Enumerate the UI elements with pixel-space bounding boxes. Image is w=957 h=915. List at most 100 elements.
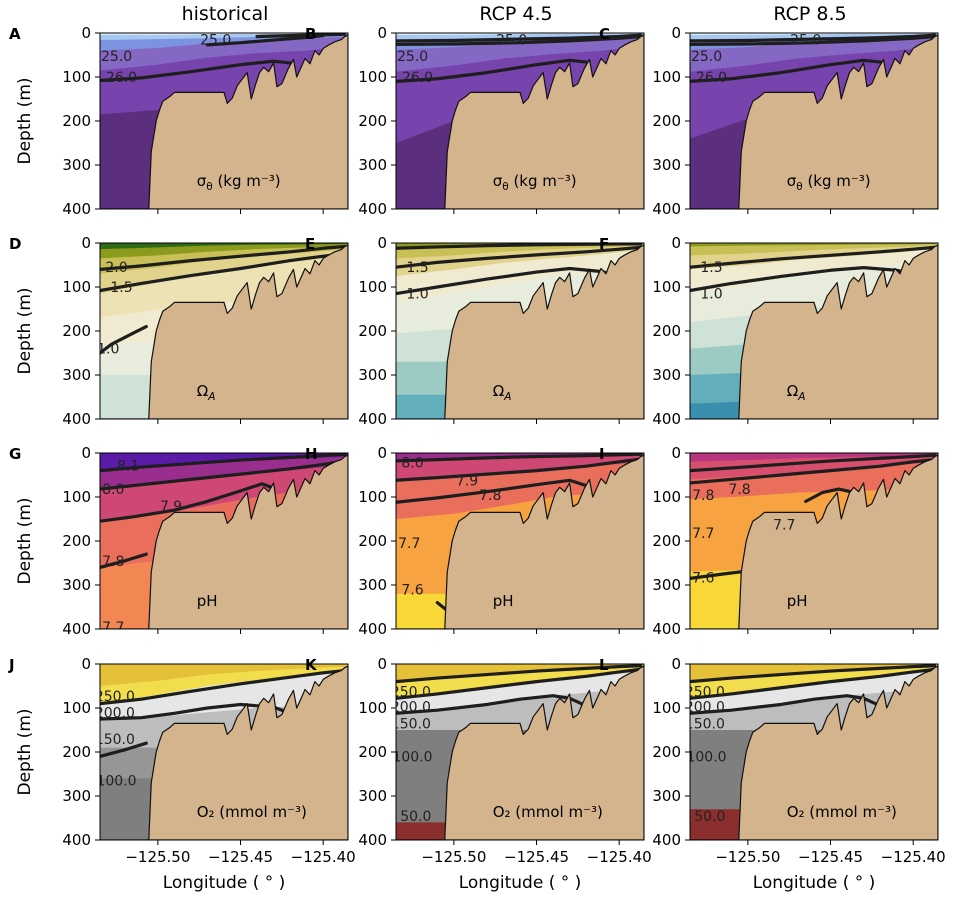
y-tick-label: 200 [62,112,91,130]
y-tick-label: 300 [62,156,91,174]
contour-line [255,33,347,39]
panel-letter: H [305,445,318,463]
y-tick-label: 100 [358,488,387,506]
y-tick-label: 0 [377,655,387,673]
y-tick-label: 200 [358,322,387,340]
seafloor-land [690,454,938,629]
contour-label: 7.8 [479,488,501,504]
panel-a: 25.0 25.0 26.0 σθ (kg m⁻³) A 0 100 200 300 400 Dep… [9,24,349,218]
seafloor-land [396,244,644,419]
y-tick-label: 100 [358,699,387,717]
contour-line [100,453,347,473]
panel-letter: L [599,656,609,674]
contour-line [396,245,643,269]
y-tick-label: 200 [62,743,91,761]
contour-label: 50.0 [400,809,431,825]
x-tick-label: −125.50 [421,848,486,866]
contour-label: 100.0 [686,749,726,765]
y-tick-label: 0 [671,655,681,673]
contour-label: 200.0 [391,700,431,716]
contour-label: 1.0 [700,287,722,303]
y-tick-label: 400 [62,620,91,638]
variable-label: σθ (kg m⁻³) [787,172,871,193]
y-tick-label: 0 [81,655,91,673]
x-tick-label: −125.40 [587,848,652,866]
panel-letter: D [9,235,21,253]
contour-label: 25.0 [200,33,231,49]
contour-label: 250.0 [95,689,135,705]
column-title-rcp45: RCP 4.5 [479,3,552,25]
y-axis-label: Depth (m) [15,497,35,584]
contour-label: 25.0 [101,49,132,65]
y-tick-label: 400 [358,620,387,638]
panel-i: 7.8 7.8 7.7 7.7 7.6 pH I 0 100 200 300 400 [599,444,939,638]
y-axis-label: Depth (m) [15,708,35,795]
contour-label: 200.0 [95,705,135,721]
panel-body: 25.0 25.0 26.0 [690,33,938,209]
variable-label: O₂ (mmol m⁻³) [197,803,307,821]
contour-line [396,478,588,504]
y-tick-label: 200 [358,532,387,550]
contour-label: 7.9 [160,499,182,515]
filled-contour-band [690,453,938,462]
contour-label: 7.7 [102,620,124,636]
variable-label: O₂ (mmol m⁻³) [787,803,897,821]
contour-label: 100.0 [392,749,432,765]
column-title-rcp85: RCP 8.5 [773,3,846,25]
seafloor-land [100,665,348,840]
y-tick-label: 0 [671,24,681,42]
seafloor-land [396,665,644,840]
panel-body: 8.0 7.97.8 7.7 7.6 [396,453,644,629]
y-axis-label: Depth (m) [15,287,35,374]
contour-line [100,552,148,570]
x-axis-label: Longitude ( ° ) [459,873,582,893]
contour-line [690,453,937,473]
variable-label: pH [787,592,808,610]
y-tick-label: 400 [358,200,387,218]
y-tick-label: 400 [62,410,91,428]
x-tick-label: −125.40 [881,848,946,866]
y-tick-label: 300 [358,576,387,594]
y-axis-label: Depth (m) [15,77,35,164]
y-tick-label: 400 [358,831,387,849]
y-tick-label: 300 [358,156,387,174]
panel-letter: A [9,25,21,43]
panel-body: 8.1 8.0 7.9 7.8 7.7 [100,453,348,636]
contour-label: 2.0 [105,260,127,276]
contour-label: 7.8 [102,554,124,570]
y-tick-label: 300 [652,787,681,805]
y-tick-label: 200 [358,743,387,761]
panel-body: 25.0 25.0 26.0 [396,33,644,209]
seafloor-land [100,454,348,629]
variable-label: pH [197,592,218,610]
y-tick-label: 300 [652,576,681,594]
contour-label: 1.0 [97,342,119,358]
contour-line [690,34,937,47]
panel-body: 25.0 25.0 26.0 [100,33,348,209]
y-tick-label: 100 [358,68,387,86]
seafloor-land [690,244,938,419]
y-tick-label: 300 [62,366,91,384]
y-tick-label: 0 [81,444,91,462]
y-tick-label: 100 [358,278,387,296]
panel-body: 1.5 1.0 [690,243,938,419]
contour-label: 100.0 [96,774,136,790]
contour-label: 1.5 [700,260,722,276]
contour-label: 8.1 [117,458,139,474]
contour-label: 1.5 [110,280,132,296]
contour-label: 26.0 [696,70,727,86]
contour-line [396,58,588,84]
y-tick-label: 0 [377,444,387,462]
x-tick-label: −125.45 [798,848,863,866]
variable-label: pH [493,592,514,610]
contour-label: 7.6 [401,582,423,598]
contour-line [690,664,937,684]
contour-line [100,668,347,706]
contour-line [690,667,937,700]
y-tick-label: 100 [62,68,91,86]
y-tick-label: 200 [358,112,387,130]
contour-line [100,325,148,355]
